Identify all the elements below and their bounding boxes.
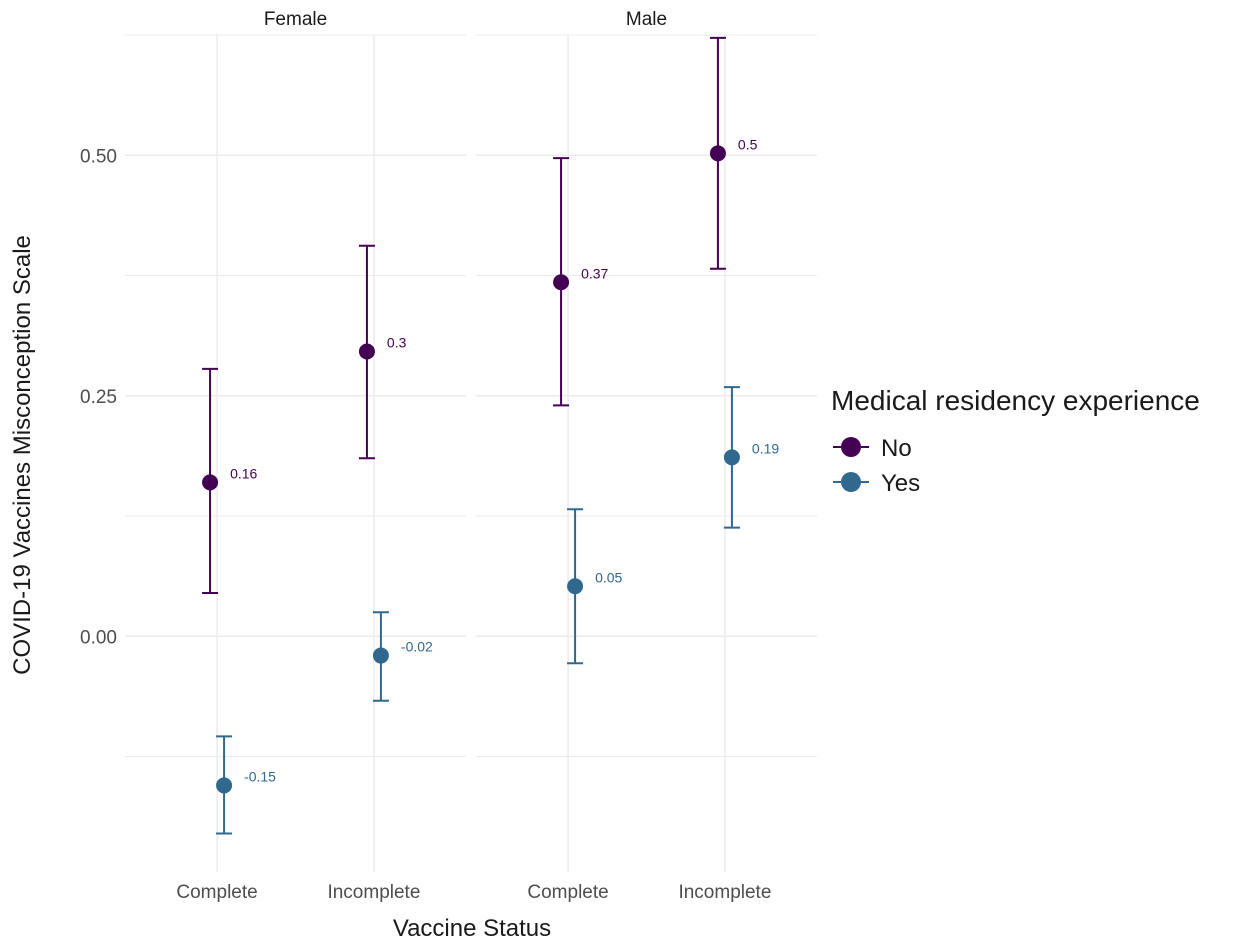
facet-strip-label: Female [264,9,327,30]
errorbar-point-yes: -0.15 [216,735,276,835]
data-point [358,343,375,360]
y-tick-label: 0.00 [80,627,117,648]
data-label: 0.05 [595,569,622,585]
data-label: 0.5 [738,136,758,152]
legend-key-dot-yes [841,472,861,492]
errorbar-point-no: 0.37 [553,157,609,407]
chart-marks: 0.16 0.3 0.37 0.5 -0.15 -0.02 0.05 0.19 [202,36,779,835]
facet-strip-label: Male [626,9,667,30]
errorbar-point-yes: 0.05 [567,508,623,665]
data-label: -0.02 [401,639,433,655]
errorbar-point-no: 0.16 [202,367,258,594]
x-tick-label: Incomplete [327,882,420,903]
data-point [709,145,726,162]
errorbar-point-yes: 0.19 [723,386,779,529]
y-tick-label: 0.25 [80,387,117,408]
data-point [567,578,584,595]
x-tick-label: Complete [527,882,608,903]
facet-panels: Complete Incomplete Female Complete Incomple… [80,9,817,903]
errorbar-point-yes: -0.02 [372,611,433,702]
data-label: 0.3 [387,335,407,351]
legend-label-no: No [881,435,912,462]
legend-entry-no: No [833,435,912,462]
x-tick-label: Complete [176,882,257,903]
data-label: 0.16 [230,465,257,481]
legend-label-yes: Yes [881,470,920,497]
errorbar-point-no: 0.3 [358,244,407,460]
data-label: 0.19 [752,440,779,456]
y-tick-label: 0.50 [80,146,117,167]
y-axis-title: COVID-19 Vaccines Misconception Scale [9,235,36,675]
x-axis-title: Vaccine Status [393,915,551,941]
errorbar-point-no: 0.5 [709,36,758,270]
data-point [553,274,570,291]
legend: Medical residency experience No Yes [831,385,1200,497]
legend-key-dot-no [841,437,861,457]
data-point [202,474,219,491]
x-tick-label: Incomplete [678,882,771,903]
data-point [372,647,389,664]
data-point [216,777,233,794]
data-label: 0.37 [581,265,608,281]
data-point [723,449,740,466]
legend-entry-yes: Yes [833,470,920,497]
legend-title: Medical residency experience [831,385,1200,416]
data-label: -0.15 [244,768,276,784]
